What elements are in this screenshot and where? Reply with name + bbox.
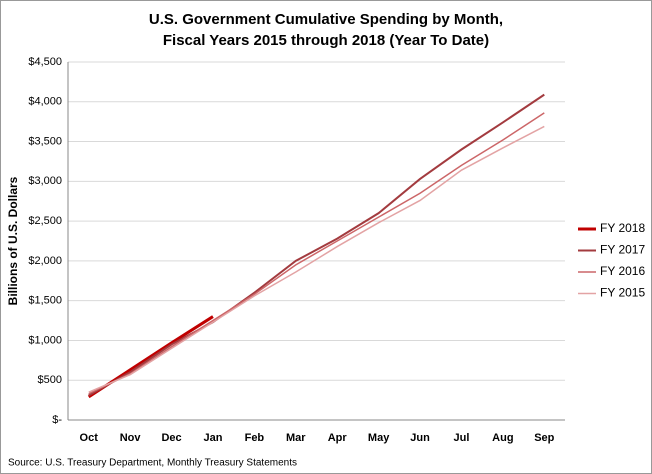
series-line: [88, 93, 545, 397]
series-line: [88, 125, 545, 393]
y-axis-label: Billions of U.S. Dollars: [6, 176, 20, 305]
legend-label: FY 2016: [600, 264, 645, 278]
y-tick-label: $1,000: [28, 334, 62, 346]
x-tick-label: Mar: [286, 432, 306, 444]
x-tick-label: Feb: [245, 432, 265, 444]
x-tick-label: Apr: [328, 432, 348, 444]
y-tick-label: $4,500: [28, 56, 62, 68]
source: Source: U.S. Treasury Department, Monthl…: [8, 458, 297, 469]
x-tick-label: Jan: [203, 432, 222, 444]
y-tick-label: $-: [52, 414, 62, 426]
x-tick-label: Jul: [454, 432, 470, 444]
y-tick-label: $3,000: [28, 175, 62, 187]
legend-label: FY 2015: [600, 286, 645, 300]
x-tick-label: Oct: [80, 432, 99, 444]
chart-title: U.S. Government Cumulative Spending by M…: [149, 11, 503, 28]
x-tick-label: Nov: [120, 432, 142, 444]
legend-label: FY 2018: [600, 221, 645, 235]
y-tick-label: $1,500: [28, 295, 62, 307]
y-tick-label: $3,500: [28, 135, 62, 147]
legend-label: FY 2017: [600, 243, 645, 257]
x-tick-label: Aug: [492, 432, 513, 444]
x-tick-label: Sep: [534, 432, 554, 444]
x-tick-label: Dec: [161, 432, 181, 444]
x-tick-label: May: [368, 432, 390, 444]
chart-title: Fiscal Years 2015 through 2018 (Year To …: [163, 32, 489, 49]
x-tick-label: Jun: [410, 432, 430, 444]
y-tick-label: $2,500: [28, 215, 62, 227]
y-tick-label: $2,000: [28, 255, 62, 267]
y-tick-label: $500: [38, 374, 62, 386]
series-line: [88, 112, 545, 395]
y-tick-label: $4,000: [28, 96, 62, 108]
